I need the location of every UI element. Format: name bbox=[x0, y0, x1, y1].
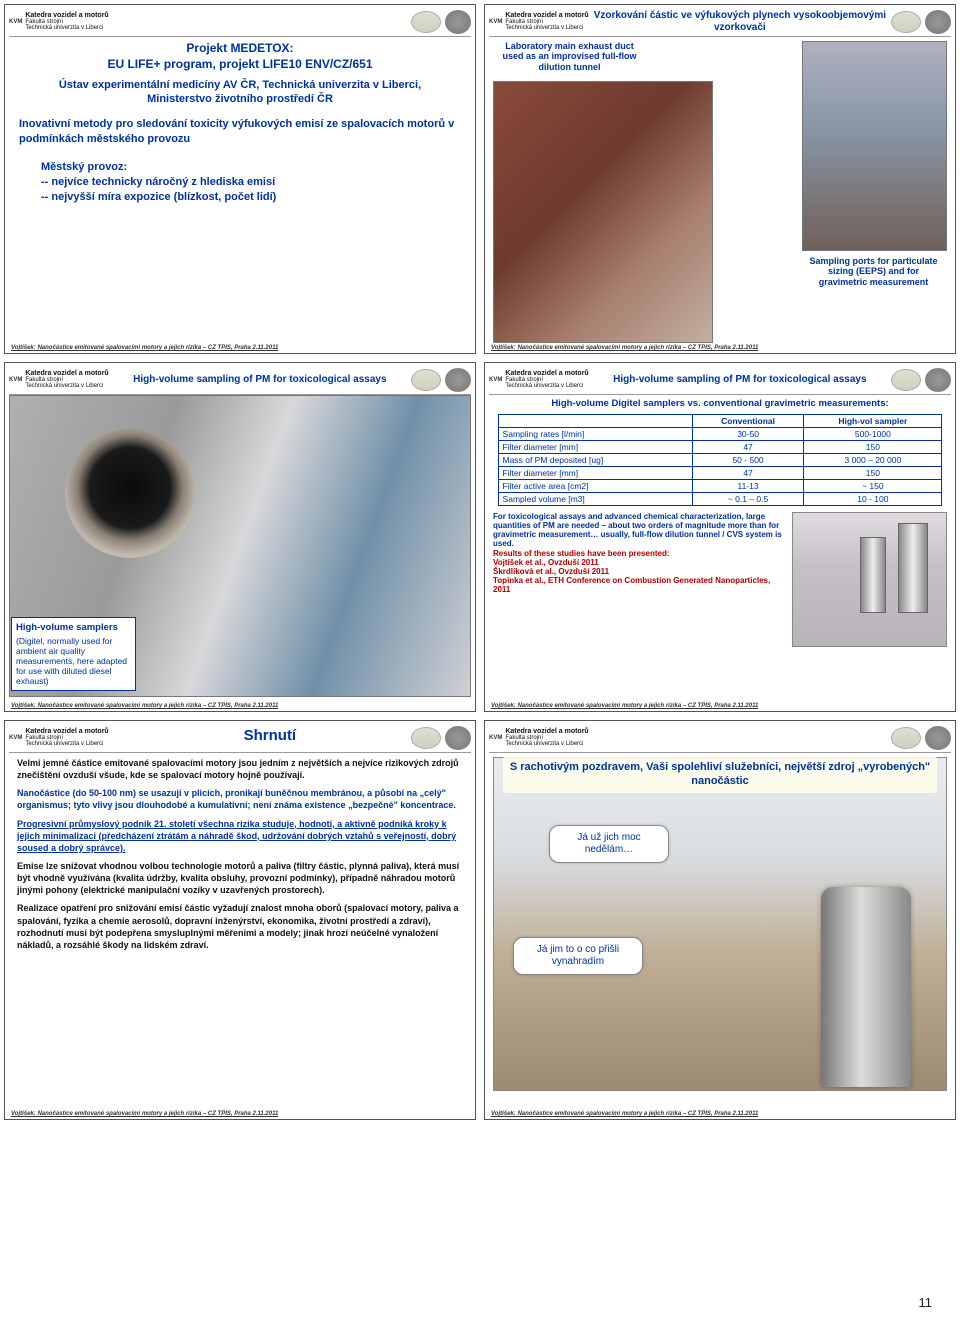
slide1-subtitle: Ústav experimentální medicíny AV ČR, Tec… bbox=[19, 78, 461, 107]
gear-emblem bbox=[445, 10, 471, 34]
katedra-label: Katedra vozidel a motorů Fakulta strojní… bbox=[25, 728, 108, 747]
slide-footer: Vojtíšek: Nanočástice emitované spalovac… bbox=[491, 345, 758, 351]
gear-emblem bbox=[925, 10, 951, 34]
table-header: Conventional bbox=[692, 414, 803, 427]
life-emblem bbox=[891, 727, 921, 749]
katedra-label: Katedra vozidel a motorů Fakulta strojní… bbox=[505, 370, 588, 389]
slide1-para1: Inovativní metody pro sledování toxicity… bbox=[19, 117, 461, 147]
slide-header: KVM Katedra vozidel a motorů Fakulta str… bbox=[9, 367, 471, 395]
speech-bubble-2: Já jim to o co přišli vynahradím bbox=[513, 937, 643, 975]
kvm-logo: KVM bbox=[489, 377, 502, 383]
slide-header: KVM Katedra vozidel a motorů Fakulta str… bbox=[489, 725, 951, 753]
katedra-label: Katedra vozidel a motorů Fakulta strojní… bbox=[505, 12, 588, 31]
slide5-title: Shrnutí bbox=[244, 727, 297, 744]
slide-footer: Vojtíšek: Nanočástice emitované spalovac… bbox=[11, 703, 278, 709]
kvm-logo: KVM bbox=[9, 377, 22, 383]
comparison-table: ConventionalHigh-vol samplerSampling rat… bbox=[498, 414, 943, 506]
table-row: Sampled volume [m3]~ 0.1 – 0.510 - 100 bbox=[498, 492, 942, 505]
hv-sampler-note: High-volume samplers (Digitel, normally … bbox=[11, 617, 136, 691]
katedra-label: Katedra vozidel a motorů Fakulta strojní… bbox=[25, 12, 108, 31]
slide-header: KVM Katedra vozidel a motorů Fakulta str… bbox=[9, 9, 471, 37]
slide6-banner: S rachotivým pozdravem, Vaši spolehliví … bbox=[503, 757, 937, 793]
table-header: High-vol sampler bbox=[804, 414, 942, 427]
slide-header: KVM Katedra vozidel a motorů Fakulta str… bbox=[9, 725, 471, 753]
photo-setup bbox=[792, 512, 947, 647]
slide4-text: For toxicological assays and advanced ch… bbox=[493, 512, 788, 647]
gear-emblem bbox=[445, 726, 471, 750]
gear-emblem bbox=[925, 368, 951, 392]
exhaust-pipe bbox=[821, 887, 911, 1087]
katedra-label: Katedra vozidel a motorů Fakulta strojní… bbox=[505, 728, 588, 747]
photo-ports bbox=[802, 41, 947, 251]
life-emblem bbox=[411, 11, 441, 33]
caption-eeps: Sampling ports for particulate sizing (E… bbox=[806, 256, 941, 287]
slide-1: KVM Katedra vozidel a motorů Fakulta str… bbox=[4, 4, 476, 354]
gear-emblem bbox=[925, 726, 951, 750]
slide-3: KVM Katedra vozidel a motorů Fakulta str… bbox=[4, 362, 476, 712]
kvm-logo: KVM bbox=[489, 19, 502, 25]
filter-circle bbox=[65, 428, 195, 558]
kvm-logo: KVM bbox=[9, 735, 22, 741]
slide4-subtitle: High-volume Digitel samplers vs. convent… bbox=[493, 399, 947, 410]
table-row: Mass of PM deposited [ug]50 - 5003 000 –… bbox=[498, 453, 942, 466]
slide4-header-title: High-volume sampling of PM for toxicolog… bbox=[589, 374, 891, 386]
slide-4: KVM Katedra vozidel a motorů Fakulta str… bbox=[484, 362, 956, 712]
slide-5: KVM Katedra vozidel a motorů Fakulta str… bbox=[4, 720, 476, 1120]
gear-emblem bbox=[445, 368, 471, 392]
life-emblem bbox=[891, 369, 921, 391]
kvm-logo: KVM bbox=[9, 19, 22, 25]
speech-bubble-1: Já už jich moc nedělám… bbox=[549, 825, 669, 863]
life-emblem bbox=[411, 727, 441, 749]
slide5-body: Velmi jemné částice emitované spalovacím… bbox=[9, 757, 471, 951]
caption-tunnel: Laboratory main exhaust duct used as an … bbox=[497, 41, 642, 72]
slide3-header-title: High-volume sampling of PM for toxicolog… bbox=[109, 374, 411, 386]
table-header bbox=[498, 414, 692, 427]
table-row: Filter active area [cm2]11-13~ 150 bbox=[498, 479, 942, 492]
slide-header: KVM Katedra vozidel a motorů Fakulta str… bbox=[489, 9, 951, 37]
slide-header: KVM Katedra vozidel a motorů Fakulta str… bbox=[489, 367, 951, 395]
katedra-label: Katedra vozidel a motorů Fakulta strojní… bbox=[25, 370, 108, 389]
table-row: Sampling rates [l/min]30-50500-1000 bbox=[498, 427, 942, 440]
slide1-title: Projekt MEDETOX: EU LIFE+ program, proje… bbox=[19, 41, 461, 72]
slide-footer: Vojtíšek: Nanočástice emitované spalovac… bbox=[11, 1111, 278, 1117]
table-row: Filter diameter [mm]47150 bbox=[498, 466, 942, 479]
photo-tunnel bbox=[493, 81, 713, 343]
slide-footer: Vojtíšek: Nanočástice emitované spalovac… bbox=[491, 1111, 758, 1117]
slide-2: KVM Katedra vozidel a motorů Fakulta str… bbox=[484, 4, 956, 354]
slide-footer: Vojtíšek: Nanočástice emitované spalovac… bbox=[491, 703, 758, 709]
table-row: Filter diameter [mm]47150 bbox=[498, 440, 942, 453]
kvm-logo: KVM bbox=[489, 735, 502, 741]
slide1-para2: Městský provoz: -- nejvíce technicky nár… bbox=[41, 160, 461, 205]
slide2-header-title: Vzorkování částic ve výfukových plynech … bbox=[589, 10, 891, 34]
page-number: 11 bbox=[919, 1295, 933, 1310]
slide-6: KVM Katedra vozidel a motorů Fakulta str… bbox=[484, 720, 956, 1120]
slide-footer: Vojtíšek: Nanočástice emitované spalovac… bbox=[11, 345, 278, 351]
life-emblem bbox=[411, 369, 441, 391]
life-emblem bbox=[891, 11, 921, 33]
